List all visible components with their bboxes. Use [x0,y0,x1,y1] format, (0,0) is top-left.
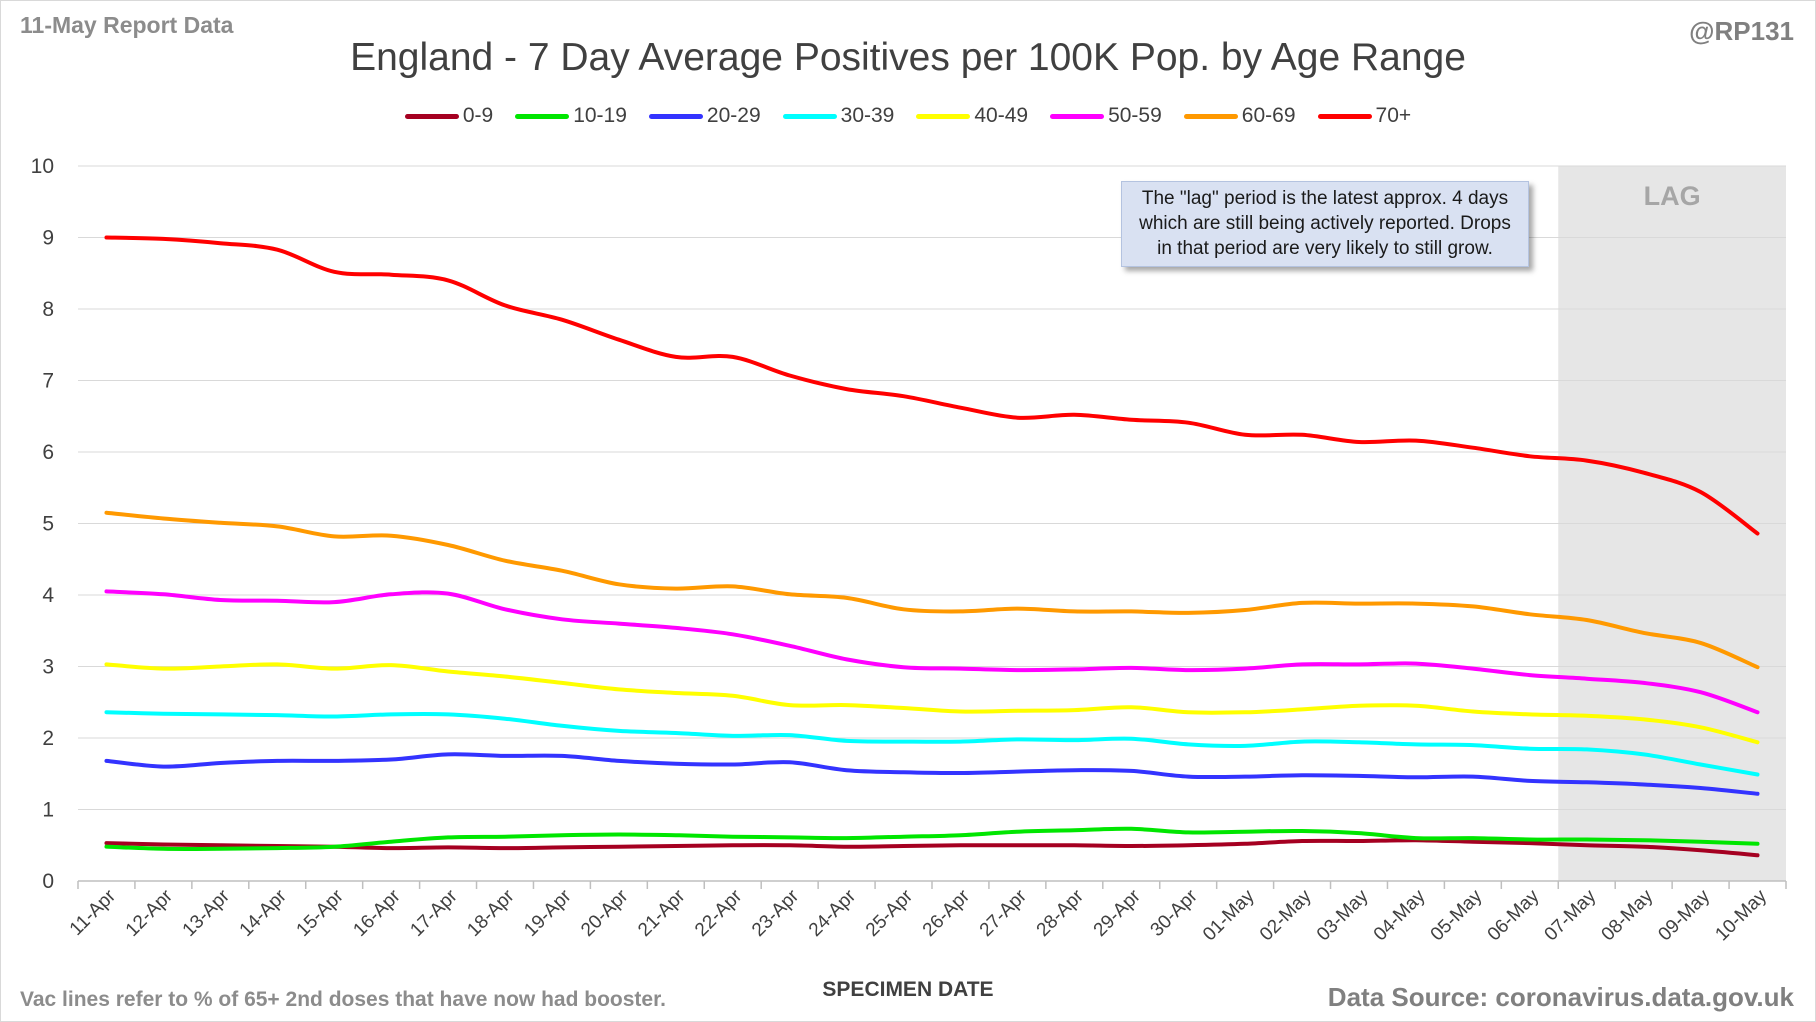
y-tick-label: 9 [42,227,54,250]
legend-item-10-19: 10-19 [515,104,627,128]
x-tick-label: 21-Apr [634,885,690,941]
x-tick-label: 26-Apr [919,885,975,941]
x-axis-title: SPECIMEN DATE [822,978,994,1001]
x-tick-label: 22-Apr [691,885,747,941]
y-tick-label: 3 [42,656,54,679]
legend-label: 70+ [1375,104,1412,127]
series-line-60-69 [104,510,1760,670]
legend-swatch [515,113,570,119]
y-tick-label: 2 [42,727,54,750]
x-tick-label: 08-May [1598,885,1658,945]
y-tick-label: 4 [42,584,54,607]
y-tick-label: 0 [42,870,54,893]
x-tick-label: 06-May [1484,885,1544,945]
x-tick-label: 04-May [1370,885,1430,945]
legend-label: 40-49 [974,104,1029,127]
x-tick-label: 15-Apr [293,885,349,941]
legend-swatch [404,113,459,119]
x-tick-label: 11-Apr [66,885,121,940]
legend-item-50-59: 50-59 [1050,104,1162,128]
x-tick-label: 29-Apr [1090,885,1146,941]
legend-swatch [1050,113,1105,119]
x-tick-label: 14-Apr [236,885,292,941]
y-tick-label: 1 [42,799,54,822]
chart-title: England - 7 Day Average Positives per 10… [350,36,1466,79]
legend-item-40-49: 40-49 [916,104,1028,128]
legend-swatch [916,113,971,119]
x-tick-label: 05-May [1427,885,1487,945]
x-tick-label: 02-May [1256,885,1316,945]
series-line-70+ [104,235,1760,536]
legend-swatch [1317,113,1372,119]
legend-item-70+: 70+ [1317,104,1412,128]
footer-note: Vac lines refer to % of 65+ 2nd doses th… [20,988,666,1011]
x-tick-label: 27-Apr [976,885,1032,941]
series-line-40-49 [104,662,1760,745]
x-tick-label: 28-Apr [1033,885,1089,941]
lag-note-box: The "lag" period is the latest approx. 4… [1121,181,1529,267]
y-tick-label: 6 [42,441,54,464]
lag-label: LAG [1644,181,1701,211]
x-tick-label: 24-Apr [805,885,861,941]
x-tick-label: 13-Apr [179,885,235,941]
series-line-10-19 [104,826,1760,852]
author-handle: @RP131 [1689,16,1794,46]
legend-label: 0-9 [462,104,494,127]
series-line-20-29 [104,752,1760,796]
chart-legend: 0-9 10-19 20-29 30-39 40-49 50-59 60-69 70+ [0,104,1816,128]
x-tick-label: 18-Apr [463,885,519,941]
legend-label: 50-59 [1108,104,1162,127]
legend-label: 10-19 [573,104,627,127]
y-tick-label: 10 [31,155,54,178]
legend-swatch [1183,113,1238,119]
legend-swatch [782,113,837,119]
y-tick-label: 5 [42,513,54,536]
series-line-50-59 [104,589,1760,715]
lag-note-line-2: which are still being actively reported.… [1139,213,1511,234]
y-tick-label: 7 [42,370,54,393]
x-tick-label: 01-May [1199,885,1259,945]
x-tick-label: 20-Apr [577,885,633,941]
legend-item-0-9: 0-9 [404,104,494,128]
data-source: Data Source: coronavirus.data.gov.uk [1327,982,1794,1012]
legend-label: 20-29 [706,104,761,127]
x-tick-label: 19-Apr [520,885,576,941]
x-tick-label: 17-Apr [406,885,462,941]
series-line-0-9 [104,838,1760,858]
lag-note-line-3: in that period are very likely to still … [1157,238,1493,259]
x-tick-label: 25-Apr [862,885,918,941]
x-tick-label: 10-May [1711,885,1771,945]
series-line-30-39 [104,710,1760,777]
legend-item-30-39: 30-39 [782,104,895,128]
x-tick-label: 30-Apr [1147,885,1203,941]
legend-swatch [648,113,703,119]
x-tick-label: 09-May [1654,885,1714,945]
report-date-label: 11-May Report Data [20,12,234,38]
legend-label: 60-69 [1241,104,1296,127]
x-tick-label: 23-Apr [748,885,804,941]
x-tick-label: 03-May [1313,885,1373,945]
legend-label: 30-39 [840,104,895,127]
x-tick-label: 12-Apr [122,885,178,941]
legend-item-20-29: 20-29 [648,104,761,128]
legend-item-60-69: 60-69 [1183,104,1296,128]
y-tick-label: 8 [42,298,54,321]
x-tick-label: 16-Apr [349,885,405,941]
lag-note-line-1: The "lag" period is the latest approx. 4… [1141,188,1509,209]
x-tick-label: 07-May [1541,885,1601,945]
